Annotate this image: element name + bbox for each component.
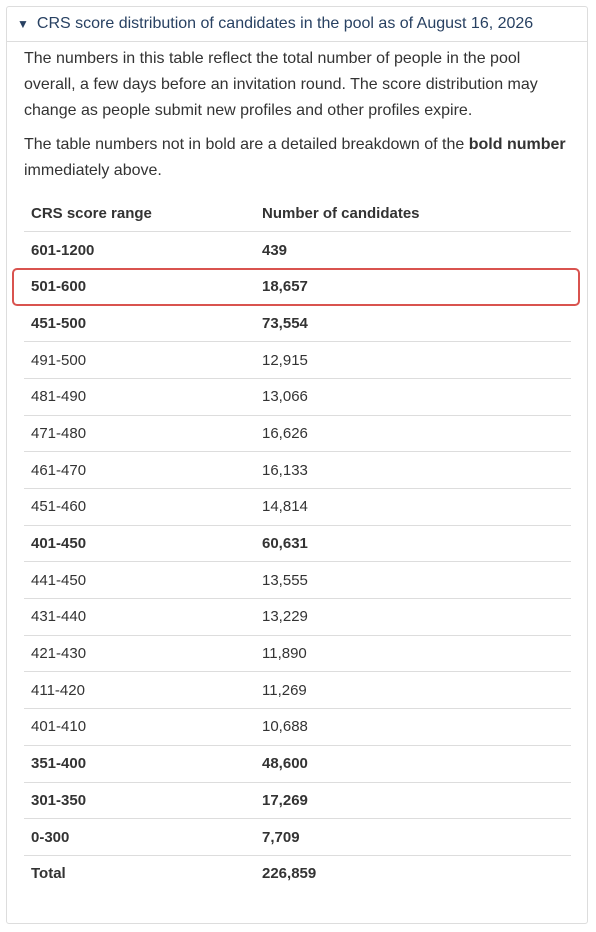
score-range: 491-500 bbox=[24, 341, 255, 379]
score-range: 501-600 bbox=[24, 268, 255, 306]
detail-row: 471-480 16,626 bbox=[24, 415, 571, 453]
detail-row: 411-420 11,269 bbox=[24, 671, 571, 710]
detail-row: 441-450 13,555 bbox=[24, 561, 571, 600]
detail-row: 461-470 16,133 bbox=[24, 451, 571, 489]
summary-row: 451-500 73,554 bbox=[24, 305, 571, 343]
candidate-count: 12,915 bbox=[255, 341, 571, 379]
score-range: 431-440 bbox=[24, 598, 255, 636]
summary-row: 601-1200 439 bbox=[24, 231, 571, 269]
score-range: 601-1200 bbox=[24, 231, 255, 269]
score-range: 301-350 bbox=[24, 782, 255, 820]
score-range: 401-450 bbox=[24, 525, 255, 563]
candidate-count: 11,269 bbox=[255, 671, 571, 710]
summary-row: Total 226,859 bbox=[24, 855, 571, 892]
candidate-count: 16,133 bbox=[255, 451, 571, 489]
candidate-count: 48,600 bbox=[255, 745, 571, 783]
bold-text: bold number bbox=[468, 136, 566, 153]
score-range: 451-500 bbox=[24, 305, 255, 343]
candidate-count: 14,814 bbox=[255, 488, 571, 526]
candidate-count: 18,657 bbox=[255, 268, 571, 306]
summary-row: 351-400 48,600 bbox=[24, 745, 571, 783]
text: The numbers in this table reflect the to… bbox=[24, 50, 538, 119]
column-header: Number of candidates bbox=[255, 195, 571, 233]
score-range: 471-480 bbox=[24, 415, 255, 453]
candidate-count: 11,890 bbox=[255, 635, 571, 673]
detail-row: 481-490 13,066 bbox=[24, 378, 571, 416]
candidate-count: 60,631 bbox=[255, 525, 571, 563]
score-range: 351-400 bbox=[24, 745, 255, 783]
details-summary[interactable]: ▼ CRS score distribution of candidates in… bbox=[7, 7, 587, 42]
summary-row: 401-450 60,631 bbox=[24, 525, 571, 563]
score-range: 0-300 bbox=[24, 818, 255, 856]
candidate-count: 13,555 bbox=[255, 561, 571, 600]
detail-row: 421-430 11,890 bbox=[24, 635, 571, 673]
candidate-count: 226,859 bbox=[262, 865, 317, 883]
score-range: 451-460 bbox=[24, 488, 255, 526]
detail-row: 401-410 10,688 bbox=[24, 708, 571, 746]
score-range: 411-420 bbox=[24, 671, 255, 710]
candidate-count: 439 bbox=[255, 231, 571, 269]
details-box: ▼ CRS score distribution of candidates in… bbox=[6, 6, 588, 924]
score-table: CRS score range Number of candidates 601-1… bbox=[24, 195, 571, 892]
detail-row: 431-440 13,229 bbox=[24, 598, 571, 636]
score-range: 481-490 bbox=[24, 378, 255, 416]
header-row: CRS score range Number of candidates bbox=[24, 195, 571, 233]
paragraph: The table numbers not in bold are a deta… bbox=[24, 132, 571, 184]
candidate-count: 16,626 bbox=[255, 415, 571, 453]
score-range: 401-410 bbox=[24, 708, 255, 746]
paragraph: The numbers in this table reflect the to… bbox=[24, 46, 571, 124]
text: immediately above. bbox=[24, 162, 162, 179]
candidate-count: 17,269 bbox=[255, 782, 571, 820]
score-range: 461-470 bbox=[24, 451, 255, 489]
score-range: Total bbox=[31, 865, 66, 883]
score-range: 441-450 bbox=[24, 561, 255, 600]
summary-row: 301-350 17,269 bbox=[24, 782, 571, 820]
summary-text: CRS score distribution of candidates in … bbox=[36, 15, 534, 32]
toggle-icon: ▼ bbox=[17, 17, 29, 31]
score-range: 421-430 bbox=[24, 635, 255, 673]
candidate-count: 73,554 bbox=[255, 305, 571, 343]
summary-row: 0-300 7,709 bbox=[24, 818, 571, 856]
details-content: The numbers in this table reflect the to… bbox=[7, 42, 587, 892]
candidate-count: 7,709 bbox=[255, 818, 571, 856]
summary-row: 501-600 18,657 bbox=[24, 268, 571, 306]
detail-row: 451-460 14,814 bbox=[24, 488, 571, 526]
text: The table numbers not in bold are a deta… bbox=[24, 136, 469, 153]
detail-row: 491-500 12,915 bbox=[24, 341, 571, 379]
candidate-count: 13,066 bbox=[255, 378, 571, 416]
candidate-count: 10,688 bbox=[255, 708, 571, 746]
candidate-count: 13,229 bbox=[255, 598, 571, 636]
column-header: CRS score range bbox=[24, 195, 255, 233]
